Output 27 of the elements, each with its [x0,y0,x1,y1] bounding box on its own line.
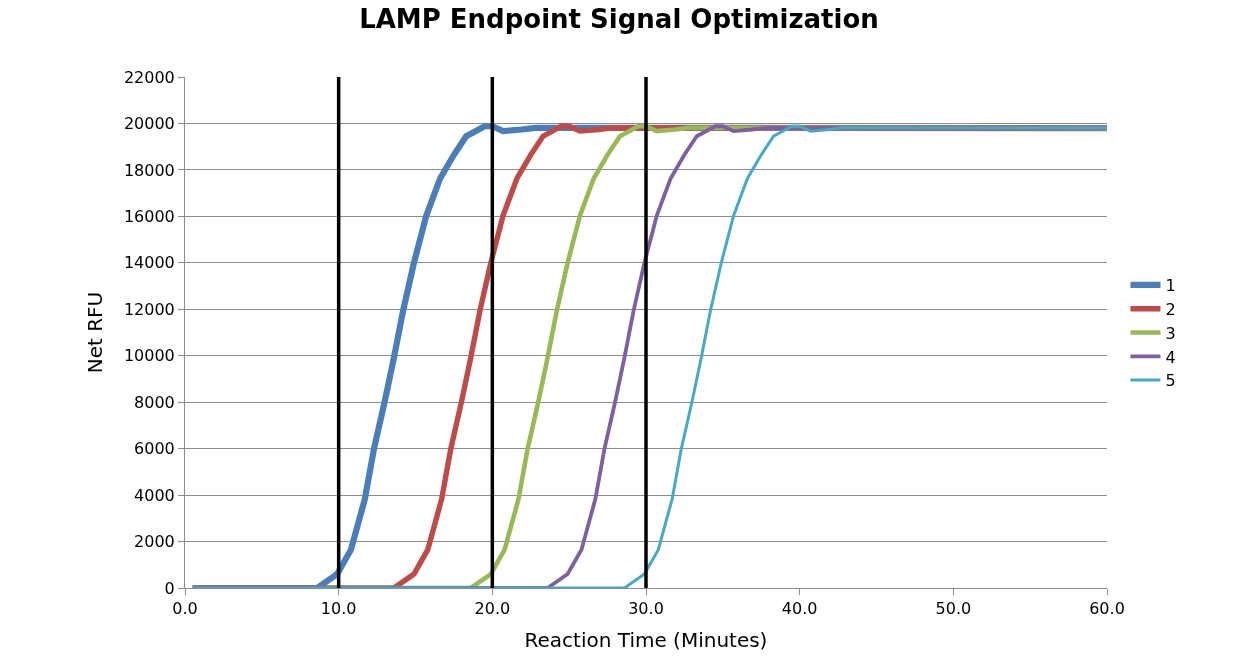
x-tick-label: 10.0 [320,599,357,619]
y-tick-label: 14000 [123,253,175,273]
x-axis-title: Reaction Time (Minutes) [524,627,768,652]
x-tick-label: 60.0 [1089,599,1125,619]
legend-label: 3 [1165,323,1176,343]
y-tick-label: 10000 [123,346,175,366]
legend-label: 5 [1165,371,1176,391]
x-tick-label: 50.0 [935,599,972,619]
legend-label: 2 [1165,299,1176,319]
y-tick-label: 6000 [134,439,175,459]
y-tick-label: 16000 [123,206,175,226]
y-tick-label: 2000 [134,532,175,552]
x-tick-label: 40.0 [781,599,818,619]
y-tick-label: 0 [164,578,175,598]
y-tick-label: 22000 [123,67,175,87]
y-tick-label: 12000 [123,299,175,319]
chart-title: LAMP Endpoint Signal Optimization [359,4,879,35]
y-tick-label: 8000 [134,392,175,412]
x-tick-label: 30.0 [628,599,664,619]
legend-label: 4 [1165,347,1176,367]
y-tick-label: 18000 [123,160,175,180]
y-axis-title: Net RFU [83,291,108,374]
x-tick-label: 0.0 [172,599,198,619]
y-tick-label: 4000 [134,485,175,505]
x-tick-label: 20.0 [474,599,511,619]
y-tick-label: 20000 [123,114,175,134]
legend-label: 1 [1165,276,1176,296]
